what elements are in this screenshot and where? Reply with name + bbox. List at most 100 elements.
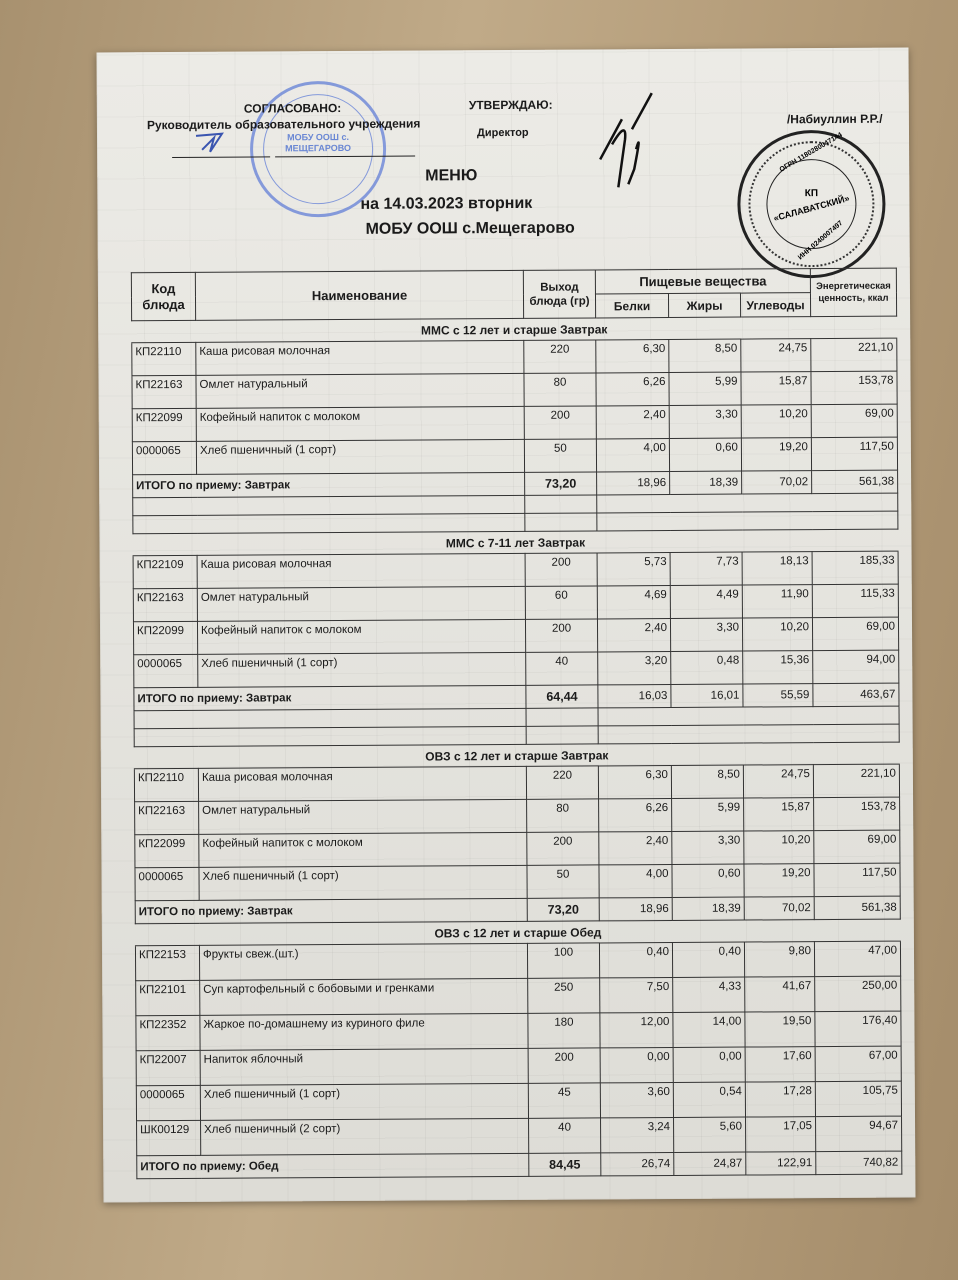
dish-fat: 4,49	[670, 585, 743, 619]
total-carbs: 70,02	[741, 470, 812, 495]
dish-row: ШК00129 Хлеб пшеничный (2 сорт) 40 3,24 5,60…	[136, 1116, 902, 1156]
dish-protein: 6,30	[598, 765, 672, 799]
dish-row: КП22099 Кофейный напиток с молоком 200 2,40…	[134, 830, 900, 868]
menu-table: Код блюда Наименование Выход блюда (гр) …	[131, 268, 903, 1180]
dish-code: КП22153	[135, 945, 200, 981]
dish-protein: 6,30	[595, 339, 669, 373]
total-label: ИТОГО по приему: Завтрак	[132, 472, 525, 498]
dish-code: КП22163	[134, 801, 199, 835]
total-fat: 24,87	[673, 1152, 746, 1176]
total-protein: 18,96	[599, 897, 673, 921]
total-protein: 16,03	[597, 684, 672, 708]
empty-cell	[526, 725, 599, 745]
dish-carbs: 9,80	[744, 941, 815, 978]
dish-output: 60	[525, 585, 598, 620]
col-carbs: Углеводы	[740, 292, 811, 318]
dish-name: Хлеб пшеничный (1 сорт)	[197, 652, 526, 688]
dish-code: КП22099	[134, 834, 199, 868]
dish-output: 200	[525, 618, 598, 653]
dish-energy: 67,00	[815, 1046, 902, 1082]
dish-name: Хлеб пшеничный (1 сорт)	[198, 865, 528, 901]
dish-output: 200	[528, 1047, 601, 1084]
dish-row: КП22352 Жаркое по-домашнему из куриного ф…	[135, 1011, 902, 1051]
dish-fat: 3,30	[671, 831, 744, 865]
empty-cell	[132, 513, 525, 534]
dish-code: КП22007	[136, 1050, 201, 1086]
dish-output: 220	[526, 765, 599, 800]
total-output: 73,20	[527, 897, 600, 922]
dish-energy: 153,78	[810, 371, 898, 405]
dish-name: Жаркое по-домашнему из куриного филе	[199, 1013, 529, 1051]
dish-energy: 221,10	[813, 764, 900, 798]
dish-name: Фрукты свеж.(шт.)	[199, 943, 528, 981]
menu-document: МОБУ ООШ с. МЕЩЕГАРОВО СОГЛАСОВАНО: Руко…	[96, 47, 916, 1203]
dish-row: КП22110 Каша рисовая молочная 220 6,30 8,50 2…	[134, 764, 900, 802]
dish-output: 80	[523, 372, 597, 407]
dish-row: КП22153 Фрукты свеж.(шт.) 100 0,40 0,40 9,80 4…	[135, 941, 901, 981]
dish-carbs: 17,05	[745, 1116, 816, 1153]
empty-cell	[598, 706, 900, 726]
dish-carbs: 17,60	[745, 1046, 816, 1083]
dish-carbs: 15,87	[743, 797, 814, 832]
dish-name: Каша рисовая молочная	[197, 553, 526, 589]
dish-output: 200	[526, 831, 599, 866]
company-stamp: ОГРН 1180280047144 КП «САЛАВАТСКИЙ» ИНН …	[736, 129, 886, 279]
dish-row: КП22163 Омлет натуральный 80 6,26 5,99 15,87 1…	[131, 371, 898, 409]
dish-fat: 7,73	[670, 552, 743, 586]
col-energy: Энергетическая ценность, ккал	[810, 268, 897, 317]
dish-fat: 5,99	[671, 798, 744, 832]
dish-fat: 0,48	[670, 651, 743, 685]
total-carbs: 55,59	[742, 683, 814, 708]
dish-name: Омлет натуральный	[198, 799, 527, 835]
dish-output: 180	[527, 1012, 601, 1049]
total-fat: 18,39	[669, 471, 742, 495]
total-energy: 740,82	[815, 1151, 902, 1175]
dish-energy: 153,78	[813, 797, 900, 831]
dish-carbs: 10,20	[742, 617, 813, 652]
total-label: ИТОГО по приему: Завтрак	[135, 898, 528, 924]
dish-name: Омлет натуральный	[197, 586, 526, 622]
total-fat: 16,01	[670, 684, 744, 708]
dish-name: Суп картофельный с бобовыми и гренками	[199, 978, 528, 1016]
dish-carbs: 41,67	[744, 976, 815, 1013]
col-protein: Белки	[595, 293, 669, 318]
dish-row: 0000065 Хлеб пшеничный (1 сорт) 50 4,00 0,60…	[134, 863, 901, 901]
dish-name: Хлеб пшеничный (1 сорт)	[196, 439, 525, 475]
dish-name: Хлеб пшеничный (1 сорт)	[200, 1083, 529, 1121]
dish-energy: 176,40	[814, 1011, 902, 1047]
dish-row: КП22163 Омлет натуральный 60 4,69 4,49 11,90 1…	[133, 584, 899, 622]
dish-fat: 5,99	[668, 372, 742, 406]
dish-protein: 3,60	[600, 1082, 674, 1118]
date-line: на 14.03.2023 вторник	[360, 194, 533, 213]
dish-fat: 8,50	[668, 339, 741, 373]
dish-carbs: 19,20	[743, 863, 815, 898]
dish-fat: 8,50	[671, 765, 744, 799]
dish-fat: 5,60	[673, 1117, 746, 1153]
dish-carbs: 17,28	[745, 1081, 816, 1118]
total-label: ИТОГО по приему: Завтрак	[133, 685, 527, 711]
dish-protein: 0,40	[599, 942, 673, 978]
dish-name: Напиток яблочный	[200, 1048, 529, 1086]
dish-energy: 69,00	[812, 617, 899, 651]
approved-left-title: СОГЛАСОВАНО:	[243, 100, 342, 116]
total-carbs: 70,02	[744, 896, 815, 921]
dish-row: 0000065 Хлеб пшеничный (1 сорт) 45 3,60 0,54…	[136, 1081, 902, 1121]
dish-row: КП22101 Суп картофельный с бобовыми и гре…	[135, 976, 901, 1016]
dish-carbs: 15,87	[740, 371, 812, 406]
dish-protein: 0,00	[600, 1047, 674, 1083]
dish-output: 220	[523, 339, 596, 374]
dish-protein: 4,69	[597, 585, 671, 619]
empty-cell	[596, 493, 898, 513]
dish-carbs: 10,20	[741, 404, 812, 439]
dish-carbs: 24,75	[743, 764, 814, 799]
dish-code: КП22109	[133, 555, 198, 589]
dish-fat: 0,60	[669, 438, 742, 472]
dish-row: КП22109 Каша рисовая молочная 200 5,73 7,73 1…	[133, 551, 899, 589]
dish-name: Кофейный напиток с молоком	[197, 619, 526, 655]
dish-output: 100	[527, 942, 600, 979]
dish-energy: 69,00	[813, 830, 900, 864]
dish-name: Каша рисовая молочная	[195, 340, 524, 376]
approved-left-role: Руководитель образовательного учреждения	[146, 116, 421, 133]
dish-protein: 6,26	[595, 372, 670, 406]
dish-code: КП22163	[131, 375, 197, 409]
